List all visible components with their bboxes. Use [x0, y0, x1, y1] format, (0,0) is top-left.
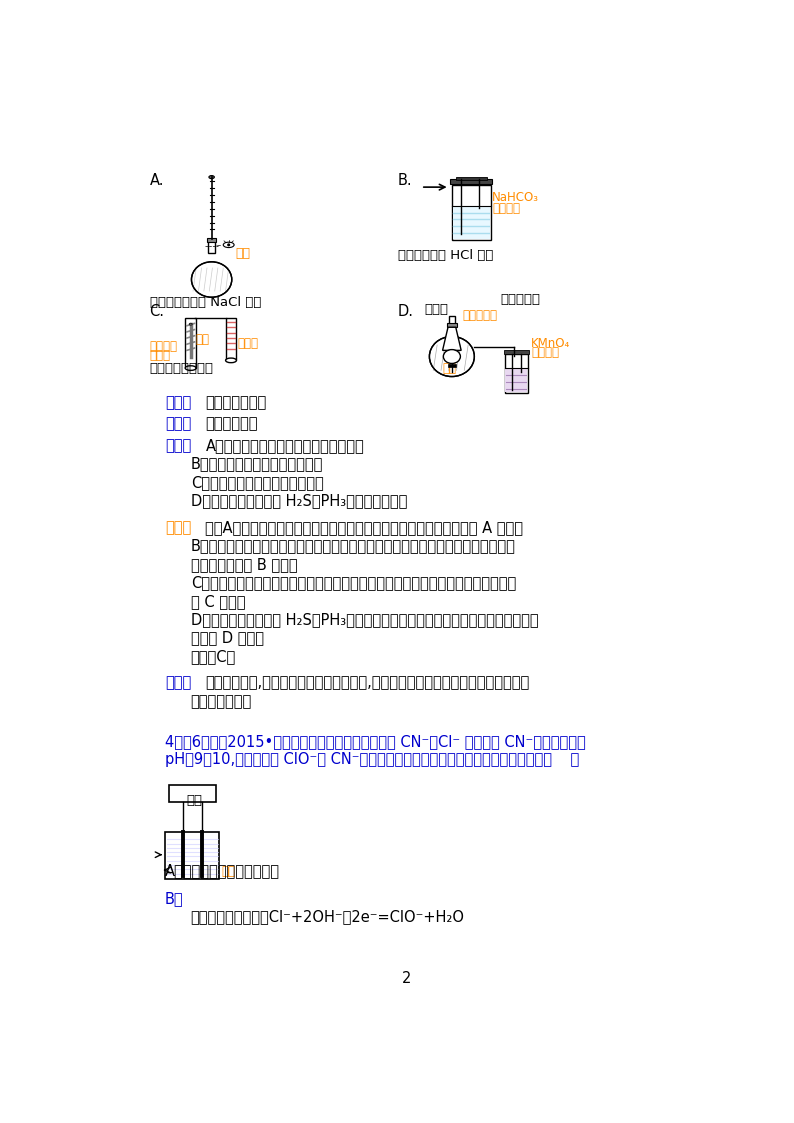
Text: KMnO₄: KMnO₄	[531, 337, 570, 349]
Text: 解答：: 解答：	[165, 520, 191, 535]
Text: 分析：: 分析：	[165, 438, 191, 454]
Text: A．用石墨作阳极，铁作阴极: A．用石墨作阳极，铁作阴极	[165, 864, 280, 878]
Polygon shape	[442, 327, 461, 350]
Text: 4．（6分）（2015•四川）用如图所示装置除去含有 CN⁻、Cl⁻ 废水中的 CN⁻时，控制溶液: 4．（6分）（2015•四川）用如图所示装置除去含有 CN⁻、Cl⁻ 废水中的 …	[165, 733, 586, 749]
Ellipse shape	[191, 262, 232, 298]
Text: 徐去氯气中的 HCl 气体: 徐去氯气中的 HCl 气体	[398, 248, 493, 262]
Ellipse shape	[443, 349, 461, 364]
Text: 浸食盐水: 浸食盐水	[149, 339, 178, 353]
Text: 铁钉: 铁钉	[195, 332, 210, 346]
Text: pH为9～10,阳极产生的 ClO⁻将 CN⁻氧化为两种无污染的气体，下列说法不正确的是（    ）: pH为9～10,阳极产生的 ClO⁻将 CN⁻氧化为两种无污染的气体，下列说法不…	[165, 752, 580, 767]
Text: 阳极的电极反应式：Cl⁻+2OH⁻－2e⁻=ClO⁻+H₂O: 阳极的电极反应式：Cl⁻+2OH⁻－2e⁻=ClO⁻+H₂O	[191, 910, 464, 924]
Ellipse shape	[225, 358, 237, 363]
Text: 性，故 D 错误；: 性，故 D 错误；	[191, 631, 264, 646]
Bar	[456, 177, 487, 180]
Bar	[505, 368, 527, 392]
Text: NaHCO₃: NaHCO₃	[492, 191, 539, 204]
Ellipse shape	[189, 323, 192, 326]
Text: 废水: 废水	[222, 866, 236, 878]
Text: 饱和溶液: 饱和溶液	[492, 202, 520, 214]
Text: A.: A.	[149, 173, 164, 189]
Text: 解：A．配制一定物质的量浓度溶液时，定容时眼睛应平视刻度线，故 A 错误；: 解：A．配制一定物质的量浓度溶液时，定容时眼睛应平视刻度线，故 A 错误；	[206, 520, 523, 535]
Text: A．依据定容时眼睛应平视刻度线解答；: A．依据定容时眼睛应平视刻度线解答；	[206, 438, 364, 454]
Bar	[207, 238, 216, 241]
Ellipse shape	[209, 175, 214, 179]
Bar	[185, 318, 196, 368]
Text: 故选：C．: 故选：C．	[191, 649, 236, 664]
Text: B.: B.	[398, 173, 412, 189]
Ellipse shape	[227, 244, 230, 246]
Text: 考点：: 考点：	[165, 395, 191, 410]
Text: 本题为实验题,考查了实验基本操作及设计,明确实验原理及仪器使用方法即可解答，: 本题为实验题,考查了实验基本操作及设计,明确实验原理及仪器使用方法即可解答，	[206, 675, 530, 691]
Text: 2: 2	[403, 970, 411, 986]
Text: 检验乙炔的: 检验乙炔的	[501, 293, 541, 305]
Bar	[450, 179, 492, 184]
Text: 配置一定浓度的 NaCl 溶液: 配置一定浓度的 NaCl 溶液	[149, 296, 261, 310]
Text: B．饱和碳酸氢钠溶液能够与氯化氢反应生成二氧化碳，引入新的杂质，应改用饱和: B．饱和碳酸氢钠溶液能够与氯化氢反应生成二氧化碳，引入新的杂质，应改用饱和	[191, 538, 515, 554]
Text: 实验评价题．: 实验评价题．	[206, 417, 258, 431]
Text: 电石: 电石	[442, 362, 457, 375]
Text: 红墨水: 红墨水	[237, 337, 258, 349]
Text: 还原性: 还原性	[425, 302, 449, 316]
Text: C.: C.	[149, 304, 164, 319]
Bar	[449, 317, 455, 332]
Text: 观察铁的吸氧腐蚀: 观察铁的吸氧腐蚀	[149, 362, 214, 375]
Bar	[452, 185, 491, 240]
Text: 题目难度不大．: 题目难度不大．	[191, 694, 252, 709]
Text: 电源: 电源	[186, 794, 202, 807]
Bar	[504, 350, 529, 354]
Text: 视线: 视线	[235, 247, 250, 261]
Text: B．: B．	[165, 891, 183, 906]
Text: C．氯化钠溶液呈中性，铁在食盐水中发生吸氧腐蚀，在酸性条件下发生析氢腐蚀，: C．氯化钠溶液呈中性，铁在食盐水中发生吸氧腐蚀，在酸性条件下发生析氢腐蚀，	[191, 575, 516, 591]
Bar	[448, 364, 456, 367]
Text: 专题：: 专题：	[165, 417, 191, 431]
Bar	[225, 318, 237, 360]
Text: 饱和食盐水: 饱和食盐水	[462, 309, 497, 322]
Text: 酸性溶液: 酸性溶液	[531, 346, 559, 358]
Text: 实验装置综合．: 实验装置综合．	[206, 395, 267, 410]
Text: D．生成的乙炔中含有 H₂S、PH₃等还原性气体，应将杂质除去方能证明乙炔的还原: D．生成的乙炔中含有 H₂S、PH₃等还原性气体，应将杂质除去方能证明乙炔的还原	[191, 612, 538, 627]
Text: 的棉团: 的棉团	[149, 349, 171, 362]
Text: D．生成的乙炔中含有 H₂S、PH₃等还原性气体．: D．生成的乙炔中含有 H₂S、PH₃等还原性气体．	[191, 494, 407, 509]
Text: 故 C 正确；: 故 C 正确；	[191, 594, 245, 609]
Bar	[453, 207, 490, 239]
Ellipse shape	[430, 337, 474, 376]
Text: C．铁在食盐水中发生吸氧腐蚀；: C．铁在食盐水中发生吸氧腐蚀；	[191, 475, 323, 490]
Bar	[504, 354, 528, 393]
Text: 氯化钠溶液，故 B 错误；: 氯化钠溶液，故 B 错误；	[191, 557, 297, 572]
Text: D.: D.	[398, 304, 414, 319]
Text: 点评：: 点评：	[165, 675, 191, 691]
Bar	[165, 832, 219, 879]
Bar	[447, 322, 457, 327]
Bar	[169, 785, 215, 802]
Ellipse shape	[185, 366, 196, 371]
Bar	[208, 239, 215, 253]
Text: B．除去杂质不能引入新的杂质；: B．除去杂质不能引入新的杂质；	[191, 457, 323, 472]
